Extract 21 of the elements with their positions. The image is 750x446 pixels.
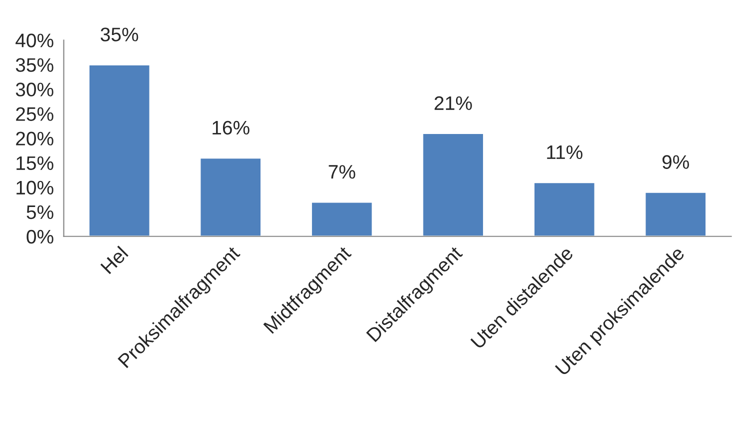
y-tick-label: 25% [16,107,54,121]
bar [422,132,484,236]
y-tick-label: 35% [16,58,54,72]
y-tick-label: 30% [16,82,54,96]
y-tick-label: 10% [16,180,54,195]
y-tick-label: 0% [26,230,54,244]
data-label: 35% [100,28,138,42]
bar [533,182,596,236]
data-label: 16% [212,120,250,135]
bar [199,157,262,236]
y-tick-label: 40% [16,34,54,48]
bar [310,201,374,236]
data-label: 7% [328,165,356,179]
bar [88,64,151,236]
data-label: 11% [547,145,582,160]
y-tick-label: 5% [26,205,54,220]
y-tick-label: 15% [16,156,54,170]
y-tick-label: 20% [16,132,54,146]
bar [644,192,707,236]
data-label: 21% [434,96,472,110]
data-label: 9% [662,155,689,169]
